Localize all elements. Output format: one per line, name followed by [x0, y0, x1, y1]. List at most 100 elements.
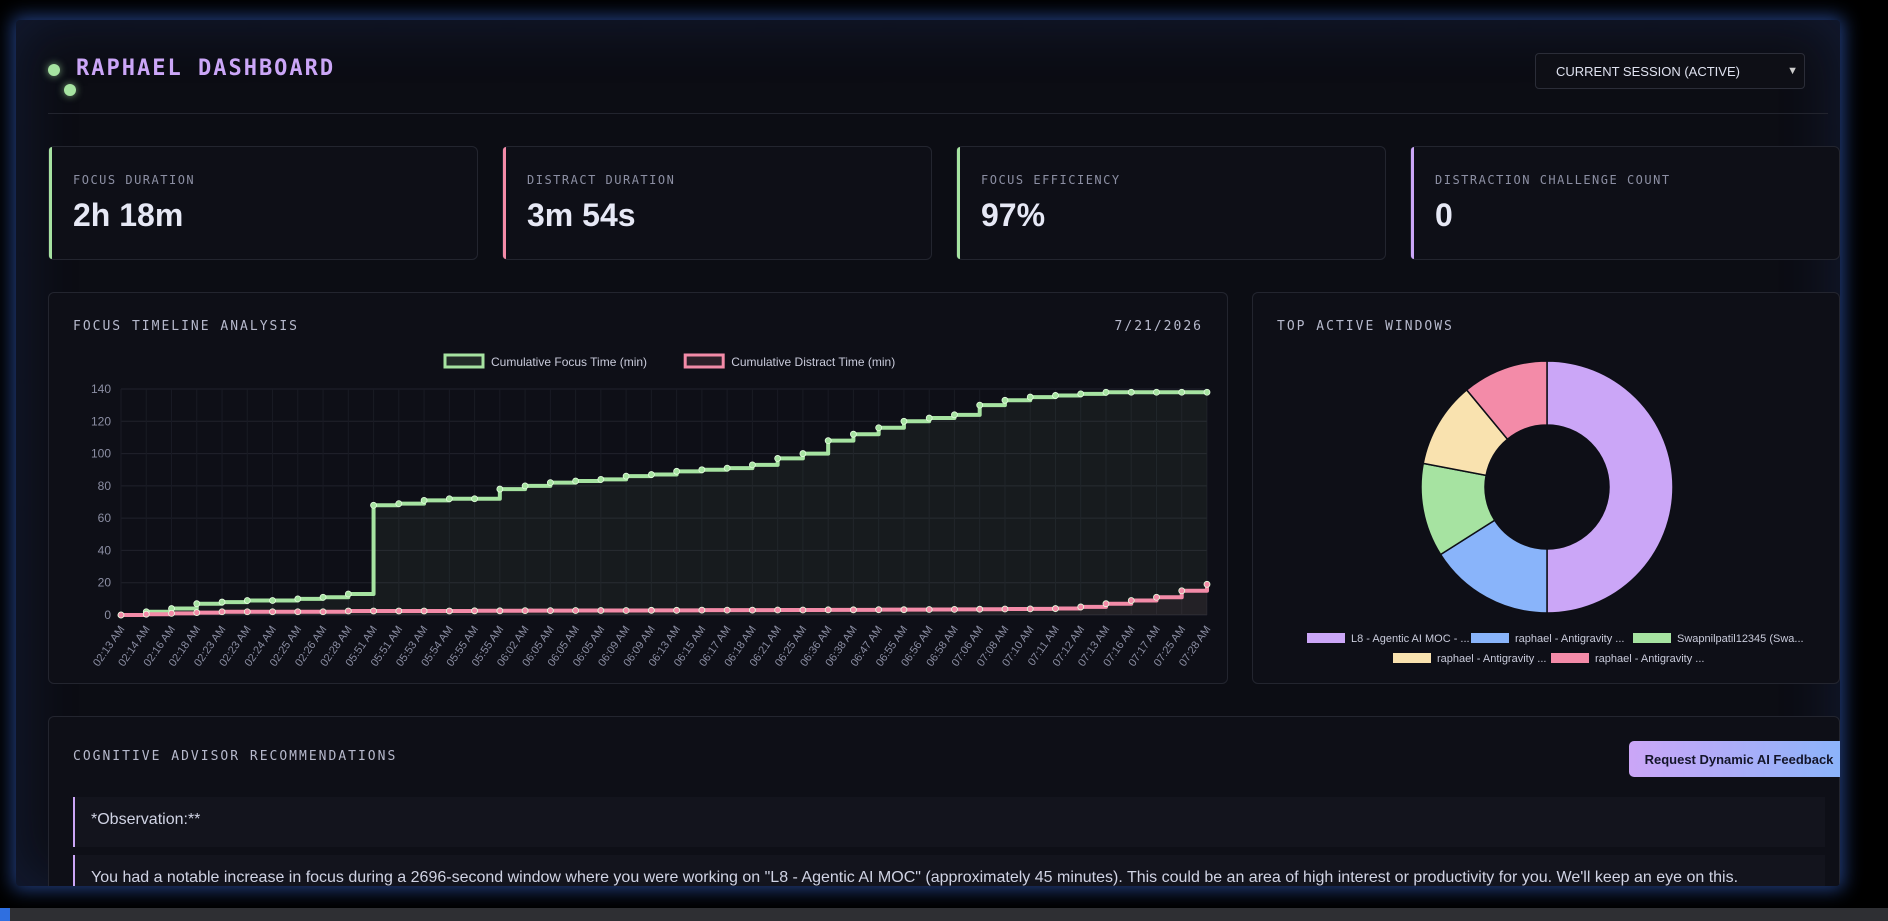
- data-point: [319, 593, 327, 601]
- legend-swatch: [443, 353, 485, 369]
- data-point: [521, 482, 529, 490]
- legend-label: raphael - Antigravity ...: [1515, 633, 1624, 645]
- data-point: [1026, 605, 1034, 613]
- data-point: [647, 606, 655, 614]
- data-point: [597, 607, 605, 614]
- y-tick-label: 40: [98, 543, 112, 557]
- data-point: [1127, 388, 1135, 396]
- data-point: [597, 475, 605, 483]
- data-point: [445, 607, 453, 615]
- legend-label: Cumulative Focus Time (min): [491, 355, 647, 369]
- legend-label: Swapnilpatil12345 (Swa...: [1677, 633, 1804, 645]
- stat-label: FOCUS EFFICIENCY: [981, 173, 1121, 187]
- data-point: [1001, 605, 1009, 613]
- data-point: [370, 607, 377, 615]
- data-point: [698, 606, 706, 614]
- data-point: [218, 598, 226, 606]
- data-point: [673, 467, 681, 475]
- stat-card-focus-duration: FOCUS DURATION 2h 18m: [48, 146, 478, 260]
- data-point: [824, 606, 832, 614]
- stat-value: 3m 54s: [527, 197, 636, 233]
- data-point: [117, 611, 125, 619]
- data-point: [698, 466, 706, 474]
- advisor-text-block: You had a notable increase in focus duri…: [73, 855, 1825, 886]
- data-point: [1102, 388, 1110, 396]
- data-point: [1153, 388, 1160, 396]
- stat-accent: [1411, 147, 1414, 259]
- session-select[interactable]: CURRENT SESSION (ACTIVE) ▼: [1535, 53, 1805, 89]
- request-feedback-button[interactable]: Request Dynamic AI Feedback: [1629, 741, 1840, 777]
- data-point: [824, 437, 832, 445]
- data-point: [1127, 597, 1135, 604]
- pie-slice: [1546, 360, 1674, 614]
- data-point: [572, 477, 580, 485]
- data-point: [723, 606, 731, 614]
- stat-label: DISTRACTION CHALLENGE COUNT: [1435, 173, 1671, 187]
- data-point: [1102, 600, 1110, 608]
- legend-swatch: [683, 353, 725, 369]
- stat-card-focus-efficiency: FOCUS EFFICIENCY 97%: [956, 146, 1386, 260]
- data-point: [1178, 388, 1186, 396]
- data-point: [546, 607, 554, 615]
- y-tick-label: 20: [98, 576, 112, 590]
- data-point: [774, 606, 782, 614]
- y-tick-label: 80: [98, 479, 112, 493]
- data-point: [799, 450, 807, 457]
- data-point: [1077, 390, 1085, 398]
- taskbar-accent: [0, 908, 10, 921]
- series-area: [121, 392, 1207, 615]
- header: [48, 48, 1828, 114]
- stat-label: DISTRACT DURATION: [527, 173, 676, 187]
- data-point: [471, 607, 478, 615]
- advisor-panel: COGNITIVE ADVISOR RECOMMENDATIONS Reques…: [48, 716, 1840, 886]
- data-point: [875, 606, 883, 614]
- stat-accent: [503, 147, 506, 259]
- data-point: [951, 411, 958, 419]
- timeline-title: FOCUS TIMELINE ANALYSIS: [73, 319, 300, 334]
- data-point: [774, 455, 782, 462]
- timeline-date: 7/21/2026: [1114, 319, 1203, 334]
- stat-value: 2h 18m: [73, 197, 184, 233]
- data-point: [1026, 393, 1034, 401]
- data-point: [344, 607, 352, 615]
- dashboard-window: RAPHAEL DASHBOARD CURRENT SESSION (ACTIV…: [16, 20, 1840, 886]
- data-point: [1153, 593, 1160, 601]
- data-point: [875, 424, 883, 432]
- data-point: [319, 608, 327, 616]
- chevron-down-icon: ▼: [1787, 65, 1798, 77]
- data-point: [193, 600, 201, 608]
- data-point: [1203, 388, 1211, 396]
- data-point: [395, 500, 403, 508]
- data-point: [243, 597, 251, 604]
- data-point: [294, 595, 302, 603]
- data-point: [673, 606, 681, 614]
- data-point: [1001, 396, 1009, 404]
- stat-label: FOCUS DURATION: [73, 173, 196, 187]
- data-point: [496, 607, 504, 615]
- data-point: [420, 496, 428, 504]
- windows-title: TOP ACTIVE WINDOWS: [1277, 319, 1454, 334]
- data-point: [546, 479, 554, 487]
- legend-swatch: [1307, 633, 1345, 643]
- taskbar: [0, 908, 1888, 921]
- session-select-value: CURRENT SESSION (ACTIVE): [1556, 63, 1740, 79]
- data-point: [1052, 605, 1059, 612]
- data-point: [723, 464, 731, 472]
- data-point: [1077, 603, 1085, 611]
- data-point: [572, 607, 580, 614]
- stat-value: 0: [1435, 197, 1453, 233]
- y-tick-label: 120: [91, 414, 111, 428]
- stat-card-distract-duration: DISTRACT DURATION 3m 54s: [502, 146, 932, 260]
- data-point: [976, 401, 984, 409]
- data-point: [344, 590, 352, 598]
- data-point: [294, 608, 302, 616]
- windows-panel: TOP ACTIVE WINDOWS L8 - Agentic AI MOC -…: [1252, 292, 1840, 684]
- data-point: [622, 607, 630, 614]
- data-point: [925, 606, 933, 613]
- data-point: [748, 461, 756, 469]
- data-point: [218, 608, 226, 616]
- legend-swatch: [1393, 653, 1431, 663]
- data-point: [243, 608, 251, 616]
- stat-card-distraction-count: DISTRACTION CHALLENGE COUNT 0: [1410, 146, 1840, 260]
- data-point: [269, 597, 276, 604]
